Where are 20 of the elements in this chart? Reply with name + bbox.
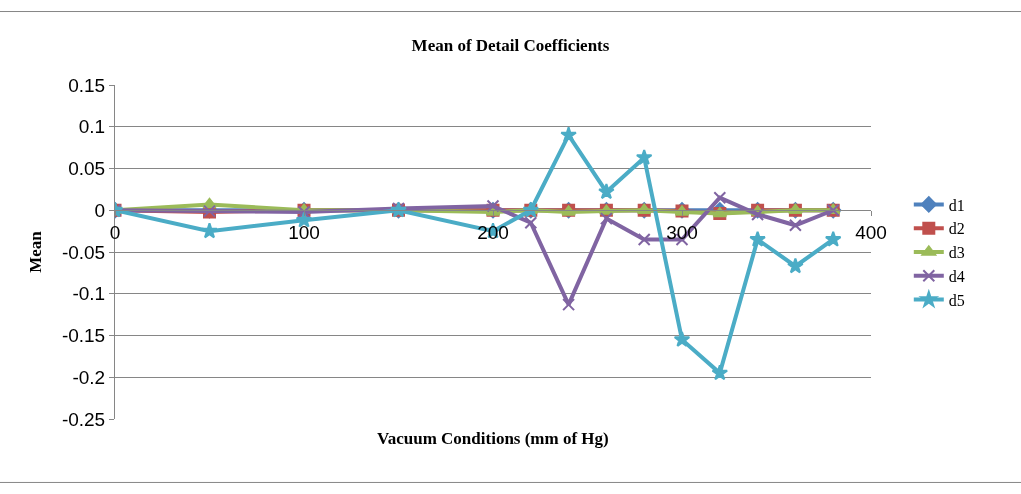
y-tick-label: -0.25 xyxy=(61,408,106,430)
legend-label: d1 xyxy=(948,196,965,214)
y-tick-label: 0.05 xyxy=(68,158,106,180)
y-axis-title: Mean xyxy=(26,230,46,273)
y-tick-label: 0.1 xyxy=(78,116,106,138)
y-tick-label: -0.1 xyxy=(72,283,106,305)
x-axis-title: Vacuum Conditions (mm of Hg) xyxy=(377,429,609,448)
x-tick-label: 400 xyxy=(855,222,887,244)
chart-title: Mean of Detail Coefficients xyxy=(411,36,610,56)
y-tick-label: 0 xyxy=(94,199,106,221)
y-tick-label: -0.2 xyxy=(72,366,106,388)
y-tick-label: -0.15 xyxy=(61,325,106,347)
y-tick-label: -0.05 xyxy=(61,241,106,263)
y-tick-label: 0.15 xyxy=(68,74,106,96)
x-tick-label: 0 xyxy=(109,222,121,244)
legend-label: d3 xyxy=(948,244,965,262)
legend-label: d5 xyxy=(948,291,965,309)
legend-label: d4 xyxy=(948,268,965,286)
x-tick-label: 100 xyxy=(288,222,320,244)
legend-label: d2 xyxy=(948,220,965,238)
